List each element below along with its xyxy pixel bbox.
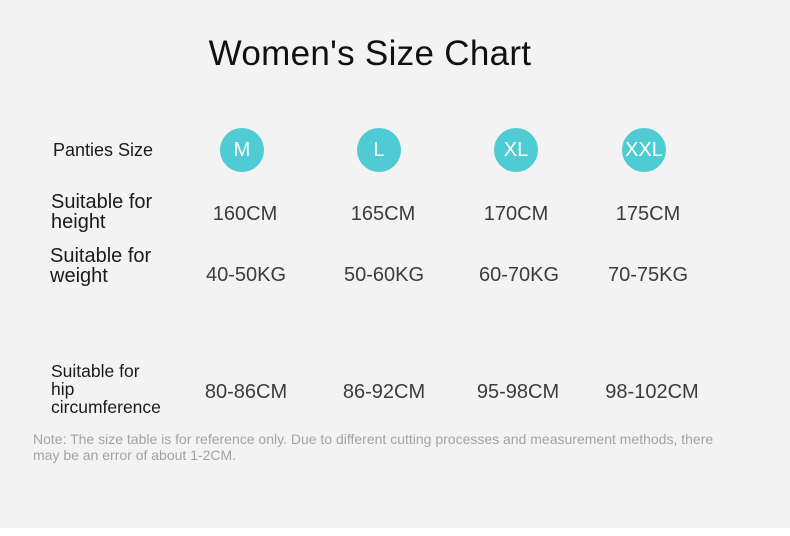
hip-cell-xl: 95-98CM	[476, 381, 560, 403]
weight-cell-xxl: 70-75KG	[607, 264, 689, 286]
row-label-weight-line-2: weight	[50, 265, 108, 287]
size-badge-xxl: XXL	[622, 128, 666, 172]
reference-note: Note: The size table is for reference on…	[33, 431, 714, 463]
row-label-size: Panties Size	[53, 140, 154, 160]
hip-cell-xxl: 98-102CM	[605, 381, 699, 403]
row-label-hip-line-3: circumference	[51, 396, 161, 417]
row-label-hip-line-2: hip	[51, 378, 75, 399]
hip-cell-m: 80-86CM	[204, 381, 288, 403]
size-badge-l: L	[357, 128, 401, 172]
size-badge-xl: XL	[494, 128, 538, 172]
height-cell-xl: 170CM	[483, 203, 549, 225]
weight-cell-xl: 60-70KG	[478, 264, 560, 286]
weight-cell-m: 40-50KG	[205, 264, 287, 286]
row-label-height-line-1: Suitable for	[51, 191, 153, 213]
row-label-weight: Suitable for weight	[50, 246, 151, 286]
row-label-height: Suitable for height	[51, 192, 152, 232]
height-cell-l: 165CM	[350, 203, 416, 225]
row-label-height-line-2: height	[51, 211, 106, 233]
height-cell-m: 160CM	[212, 203, 278, 225]
weight-cell-l: 50-60KG	[343, 264, 425, 286]
hip-cell-l: 86-92CM	[342, 381, 426, 403]
row-label-hip-line-1: Suitable for	[51, 361, 140, 381]
row-label-hip: Suitable for hip circumference	[51, 361, 161, 417]
height-cell-xxl: 175CM	[615, 203, 681, 225]
page-title: Women's Size Chart	[208, 34, 532, 73]
row-label-weight-line-1: Suitable for	[50, 245, 152, 267]
size-badge-m: M	[220, 128, 264, 172]
